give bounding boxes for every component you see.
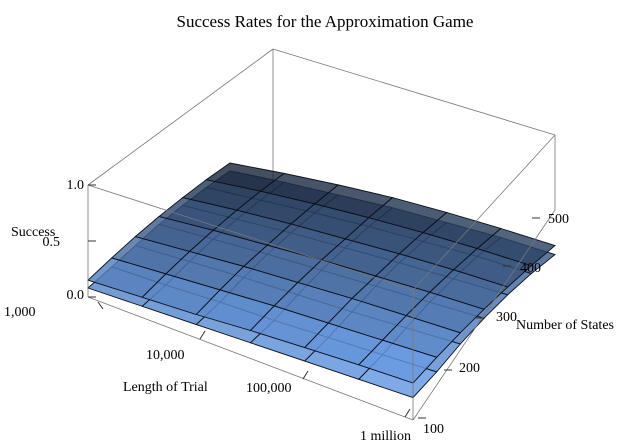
surface-1-patch-0-5 bbox=[357, 339, 438, 384]
z-axis-ticks: 0.0 0.5 1.0 Success bbox=[11, 178, 96, 303]
y-tick-label-1: 200 bbox=[459, 361, 480, 376]
x-axis-ticks: 1,000 10,000 100,000 1 million Length of… bbox=[4, 301, 411, 443]
box-edge-back-top bbox=[87, 48, 274, 186]
box-edge-right-top bbox=[412, 134, 556, 291]
x-tick-label-0: 1,000 bbox=[4, 305, 36, 320]
chart-title: Success Rates for the Approximation Game bbox=[177, 12, 474, 31]
x-tick-mark-3 bbox=[404, 408, 411, 418]
y-tick-label-0: 100 bbox=[423, 422, 444, 437]
surface-layers bbox=[87, 162, 556, 399]
x-tick-mark-0 bbox=[97, 301, 104, 310]
y-axis-ticks: 100 200 300 400 500 Number of States bbox=[418, 212, 614, 437]
x-tick-mark-1 bbox=[199, 330, 206, 340]
x-tick-label-2: 100,000 bbox=[246, 381, 292, 396]
box-edge-back-right bbox=[272, 48, 556, 136]
box-edge-front-bottom bbox=[87, 296, 414, 421]
y-tick-label-3: 400 bbox=[520, 261, 541, 276]
box-edge-right-bottom bbox=[412, 209, 556, 421]
y-tick-label-4: 500 bbox=[548, 212, 569, 227]
z-tick-label-0: 0.0 bbox=[67, 288, 85, 303]
z-tick-label-1: 0.5 bbox=[43, 235, 61, 250]
y-axis-label: Number of States bbox=[516, 318, 614, 333]
x-tick-mark-2 bbox=[302, 370, 309, 380]
z-axis-label: Success bbox=[11, 225, 55, 240]
box-edge-front-top bbox=[87, 184, 414, 291]
x-tick-label-3: 1 million bbox=[360, 429, 411, 443]
bounding-box-back bbox=[87, 48, 556, 200]
y-tick-label-2: 300 bbox=[496, 310, 517, 325]
x-axis-label: Length of Trial bbox=[123, 380, 208, 395]
z-tick-label-2: 1.0 bbox=[67, 178, 85, 193]
x-tick-label-1: 10,000 bbox=[146, 348, 185, 363]
